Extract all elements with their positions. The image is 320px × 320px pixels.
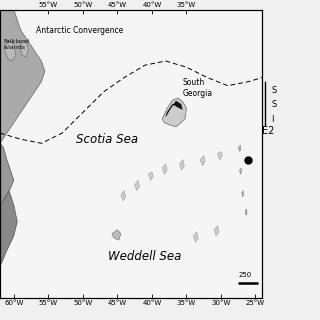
Polygon shape: [21, 40, 28, 57]
Text: I: I: [271, 115, 274, 124]
Text: Weddell Sea: Weddell Sea: [108, 250, 182, 263]
Polygon shape: [162, 98, 187, 127]
Text: S: S: [271, 100, 276, 109]
Text: Antarctic Convergence: Antarctic Convergence: [36, 26, 123, 35]
Polygon shape: [240, 168, 242, 174]
Polygon shape: [121, 191, 126, 201]
Polygon shape: [162, 164, 167, 174]
Polygon shape: [0, 184, 17, 267]
Polygon shape: [214, 226, 219, 236]
Polygon shape: [148, 172, 153, 180]
Text: 250: 250: [238, 272, 252, 278]
Polygon shape: [166, 101, 182, 116]
Polygon shape: [242, 191, 244, 197]
Polygon shape: [0, 143, 14, 205]
Polygon shape: [5, 40, 16, 61]
Text: Scotia Sea: Scotia Sea: [76, 133, 138, 146]
Text: E2: E2: [261, 125, 274, 136]
Polygon shape: [0, 10, 45, 143]
Polygon shape: [200, 156, 205, 166]
Polygon shape: [245, 209, 247, 215]
Polygon shape: [238, 145, 241, 152]
Polygon shape: [218, 152, 222, 160]
Text: Falkland
Islands: Falkland Islands: [4, 39, 29, 50]
Text: South
Georgia: South Georgia: [183, 78, 213, 98]
Polygon shape: [193, 232, 198, 242]
Polygon shape: [180, 160, 184, 170]
Text: S: S: [271, 86, 276, 95]
Polygon shape: [112, 230, 121, 240]
Polygon shape: [135, 180, 140, 191]
